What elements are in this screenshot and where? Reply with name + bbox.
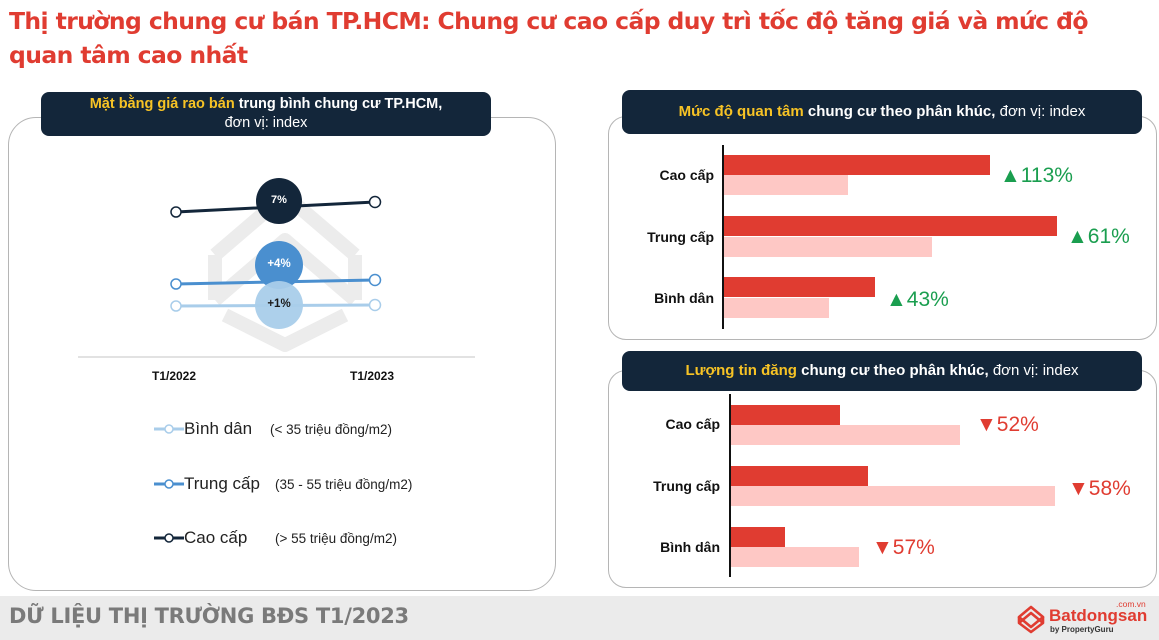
legend-item-cao-cap: Cao cấp (> 55 triệu đồng/m2)	[154, 528, 397, 548]
y-axis	[729, 394, 731, 577]
bar-2022-trung-cap	[724, 237, 932, 257]
y-axis	[722, 145, 724, 329]
legend-name: Cao cấp	[184, 528, 248, 547]
legend-marker-icon	[154, 533, 184, 543]
bubble-label-cao-cap: 7%	[271, 194, 287, 206]
category-label: Cao cấp	[659, 167, 714, 183]
footer: DỮ LIỆU THỊ TRƯỜNG BĐS T1/2023 .com.vn B…	[0, 596, 1159, 640]
footer-text: DỮ LIỆU THỊ TRƯỜNG BĐS T1/2023	[9, 604, 409, 628]
batdongsan-logo-icon	[1017, 605, 1045, 634]
bar-2023-binh-dan	[731, 527, 785, 547]
brand-logo: .com.vn Batdongsan by PropertyGuru	[1016, 599, 1156, 636]
bubble-label-trung-cap: +4%	[267, 258, 291, 270]
logo-sub: by PropertyGuru	[1050, 625, 1114, 634]
header-bold: chung cư theo phân khúc,	[803, 103, 996, 120]
listings-panel-header: Lượng tin đăng chung cư theo phân khúc, …	[622, 351, 1142, 391]
header-unit: đơn vị: index	[995, 103, 1086, 120]
change-down-trung-cap: ▼58%	[1068, 477, 1131, 500]
bar-2023-cao-cap	[731, 405, 840, 425]
category-label: Trung cấp	[647, 229, 714, 245]
page-title: Thị trường chung cư bán TP.HCM: Chung cư…	[9, 7, 1088, 69]
logo-domain: .com.vn	[1116, 599, 1146, 609]
category-label: Cao cấp	[665, 416, 720, 432]
bar-2023-trung-cap	[731, 466, 868, 486]
header-highlight: Mức độ quan tâm	[678, 103, 804, 120]
change-up-binh-dan: ▲43%	[886, 288, 949, 311]
listings-panel	[608, 370, 1157, 588]
logo-main: Batdongsan	[1049, 606, 1148, 625]
bubble-label-binh-dan: +1%	[267, 298, 291, 310]
change-down-binh-dan: ▼57%	[872, 536, 935, 559]
x-tick-2022: T1/2022	[152, 369, 197, 383]
bar-2023-cao-cap	[724, 155, 990, 175]
legend-item-binh-dan: Bình dân (< 35 triệu đồng/m2)	[154, 419, 392, 439]
legend-marker-icon	[154, 479, 184, 489]
header-bold: chung cư theo phân khúc,	[796, 362, 989, 379]
legend-name: Trung cấp	[184, 474, 260, 493]
bar-2022-binh-dan	[731, 547, 859, 567]
legend-marker-icon	[154, 424, 184, 434]
header-unit: đơn vị: index	[988, 362, 1079, 379]
header-highlight: Mặt bằng giá rao bán	[89, 96, 235, 112]
change-up-cao-cap: ▲113%	[1000, 164, 1073, 187]
category-label: Bình dân	[654, 290, 714, 306]
price-panel-header: Mặt bằng giá rao bán trung bình chung cư…	[41, 92, 491, 136]
category-label: Trung cấp	[653, 478, 720, 494]
legend-range: (35 - 55 triệu đồng/m2)	[275, 477, 413, 492]
legend-name: Bình dân	[184, 419, 253, 438]
x-tick-2023: T1/2023	[350, 369, 395, 383]
category-label: Bình dân	[660, 539, 720, 555]
bar-2022-binh-dan	[724, 298, 829, 318]
header-bold: trung bình chung cư TP.HCM,	[234, 96, 443, 112]
header-highlight: Lượng tin đăng	[685, 362, 797, 379]
price-line-chart	[78, 178, 475, 358]
bar-2023-trung-cap	[724, 216, 1057, 236]
bar-2022-cao-cap	[724, 175, 848, 195]
bar-2022-cao-cap	[731, 425, 960, 445]
change-up-trung-cap: ▲61%	[1067, 225, 1130, 248]
legend-range: (< 35 triệu đồng/m2)	[270, 422, 392, 437]
header-unit: đơn vị: index	[224, 115, 308, 131]
interest-panel-header: Mức độ quan tâm chung cư theo phân khúc,…	[622, 90, 1142, 134]
legend-range: (> 55 triệu đồng/m2)	[275, 531, 397, 546]
legend-item-trung-cap: Trung cấp (35 - 55 triệu đồng/m2)	[154, 474, 412, 494]
bar-2023-binh-dan	[724, 277, 875, 297]
bar-2022-trung-cap	[731, 486, 1055, 506]
change-down-cao-cap: ▼52%	[976, 413, 1039, 436]
